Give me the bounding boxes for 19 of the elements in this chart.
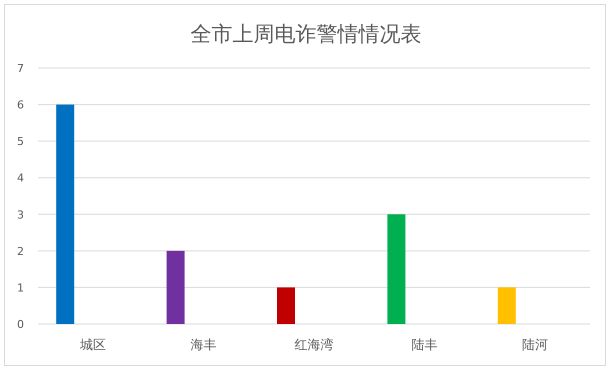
y-tick-label: 7 [17, 62, 24, 75]
y-tick-label: 1 [17, 281, 24, 294]
chart-title: 全市上周电诈警情情况表 [190, 22, 422, 46]
bar [166, 250, 185, 324]
y-tick-label: 4 [17, 172, 24, 185]
y-tick-label: 2 [17, 244, 24, 258]
x-tick-label: 陆丰 [411, 338, 438, 353]
y-tick-label: 0 [17, 318, 24, 331]
x-tick-label: 陆河 [522, 338, 548, 353]
x-tick-label: 红海湾 [294, 337, 334, 353]
y-tick-label: 5 [17, 135, 24, 148]
bar [56, 104, 74, 324]
bar [277, 287, 295, 324]
x-tick-label: 城区 [79, 338, 106, 353]
x-tick-label: 海丰 [190, 338, 217, 353]
bar [498, 287, 516, 324]
bar [387, 214, 406, 324]
y-tick-label: 3 [17, 208, 24, 222]
y-tick-label: 6 [17, 98, 24, 112]
